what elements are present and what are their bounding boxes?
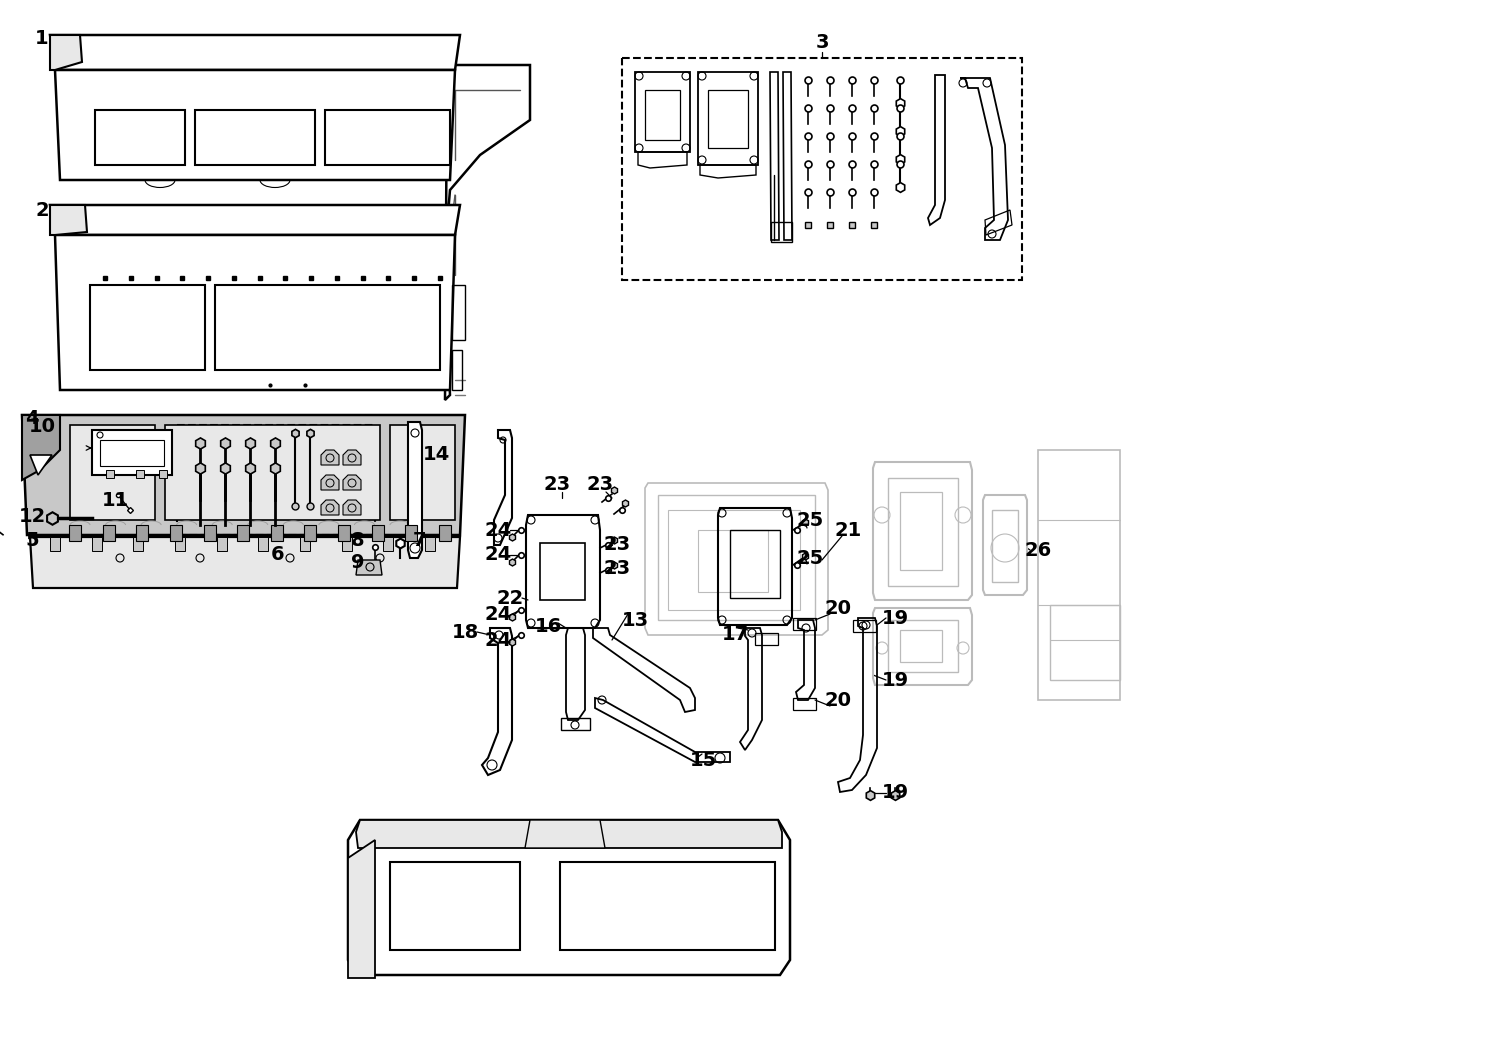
Text: 23: 23 — [603, 558, 631, 578]
Bar — [216, 537, 227, 551]
Text: 22: 22 — [496, 588, 523, 607]
Bar — [203, 524, 215, 541]
Polygon shape — [407, 422, 422, 558]
Text: 25: 25 — [797, 511, 824, 530]
Text: 19: 19 — [881, 608, 908, 627]
Text: 9: 9 — [352, 553, 365, 572]
Bar — [439, 524, 451, 541]
Text: 20: 20 — [825, 690, 852, 709]
Text: 24: 24 — [484, 520, 511, 539]
Polygon shape — [50, 35, 83, 70]
Polygon shape — [349, 820, 791, 975]
Bar — [174, 537, 185, 551]
Text: 21: 21 — [834, 520, 861, 539]
Polygon shape — [92, 430, 171, 475]
Text: 19: 19 — [881, 670, 908, 689]
Bar — [50, 537, 60, 551]
Polygon shape — [356, 820, 782, 848]
Text: 1: 1 — [35, 28, 48, 47]
Text: 5: 5 — [26, 531, 39, 550]
Text: 24: 24 — [484, 630, 511, 649]
Text: 14: 14 — [422, 446, 449, 465]
Text: 18: 18 — [451, 622, 478, 642]
Bar — [170, 524, 182, 541]
Bar — [383, 537, 394, 551]
Polygon shape — [343, 475, 361, 490]
Text: 20: 20 — [825, 599, 852, 618]
Polygon shape — [322, 500, 340, 515]
Bar — [107, 470, 114, 478]
Text: 8: 8 — [352, 531, 365, 550]
Text: 19: 19 — [881, 784, 908, 802]
Polygon shape — [494, 430, 513, 545]
Text: 2: 2 — [35, 200, 48, 219]
Polygon shape — [56, 235, 455, 390]
Text: 10: 10 — [29, 418, 56, 436]
Text: 25: 25 — [797, 549, 824, 568]
Polygon shape — [50, 205, 87, 235]
Bar — [305, 524, 317, 541]
Bar — [134, 537, 143, 551]
Text: 6: 6 — [271, 545, 284, 564]
Text: 15: 15 — [690, 750, 717, 770]
Bar — [69, 524, 81, 541]
Polygon shape — [71, 425, 155, 520]
Bar — [341, 537, 352, 551]
Polygon shape — [23, 415, 464, 535]
Polygon shape — [389, 425, 455, 520]
Text: 24: 24 — [484, 605, 511, 624]
Bar — [301, 537, 310, 551]
Polygon shape — [322, 450, 340, 465]
Bar — [135, 470, 144, 478]
Polygon shape — [30, 537, 460, 588]
Polygon shape — [23, 415, 60, 480]
Bar — [102, 524, 114, 541]
Text: 16: 16 — [535, 618, 562, 637]
Polygon shape — [525, 820, 606, 848]
Bar — [92, 537, 102, 551]
Bar — [259, 537, 269, 551]
Polygon shape — [349, 840, 376, 978]
Polygon shape — [322, 475, 340, 490]
Bar — [406, 524, 418, 541]
Text: 11: 11 — [101, 491, 129, 510]
Bar — [338, 524, 350, 541]
Text: 4: 4 — [26, 408, 39, 428]
Bar — [371, 524, 383, 541]
Bar — [159, 470, 167, 478]
Polygon shape — [30, 455, 53, 475]
Text: 23: 23 — [544, 474, 571, 493]
Text: 13: 13 — [621, 611, 649, 629]
Text: 23: 23 — [586, 474, 613, 493]
Text: 7: 7 — [413, 531, 427, 550]
Polygon shape — [165, 425, 380, 520]
Text: 12: 12 — [18, 507, 45, 526]
Bar — [177, 425, 376, 535]
Polygon shape — [50, 35, 460, 70]
Bar — [425, 537, 434, 551]
Bar — [271, 524, 283, 541]
Polygon shape — [343, 450, 361, 465]
Bar — [622, 58, 1022, 280]
Text: 17: 17 — [721, 625, 748, 644]
Bar — [237, 524, 249, 541]
Polygon shape — [56, 70, 455, 180]
Polygon shape — [50, 205, 460, 235]
Text: 24: 24 — [484, 545, 511, 564]
Polygon shape — [356, 560, 382, 575]
Text: 26: 26 — [1025, 540, 1052, 559]
Polygon shape — [343, 500, 361, 515]
Text: 3: 3 — [815, 33, 828, 51]
Bar — [137, 524, 149, 541]
Text: 23: 23 — [603, 535, 631, 555]
